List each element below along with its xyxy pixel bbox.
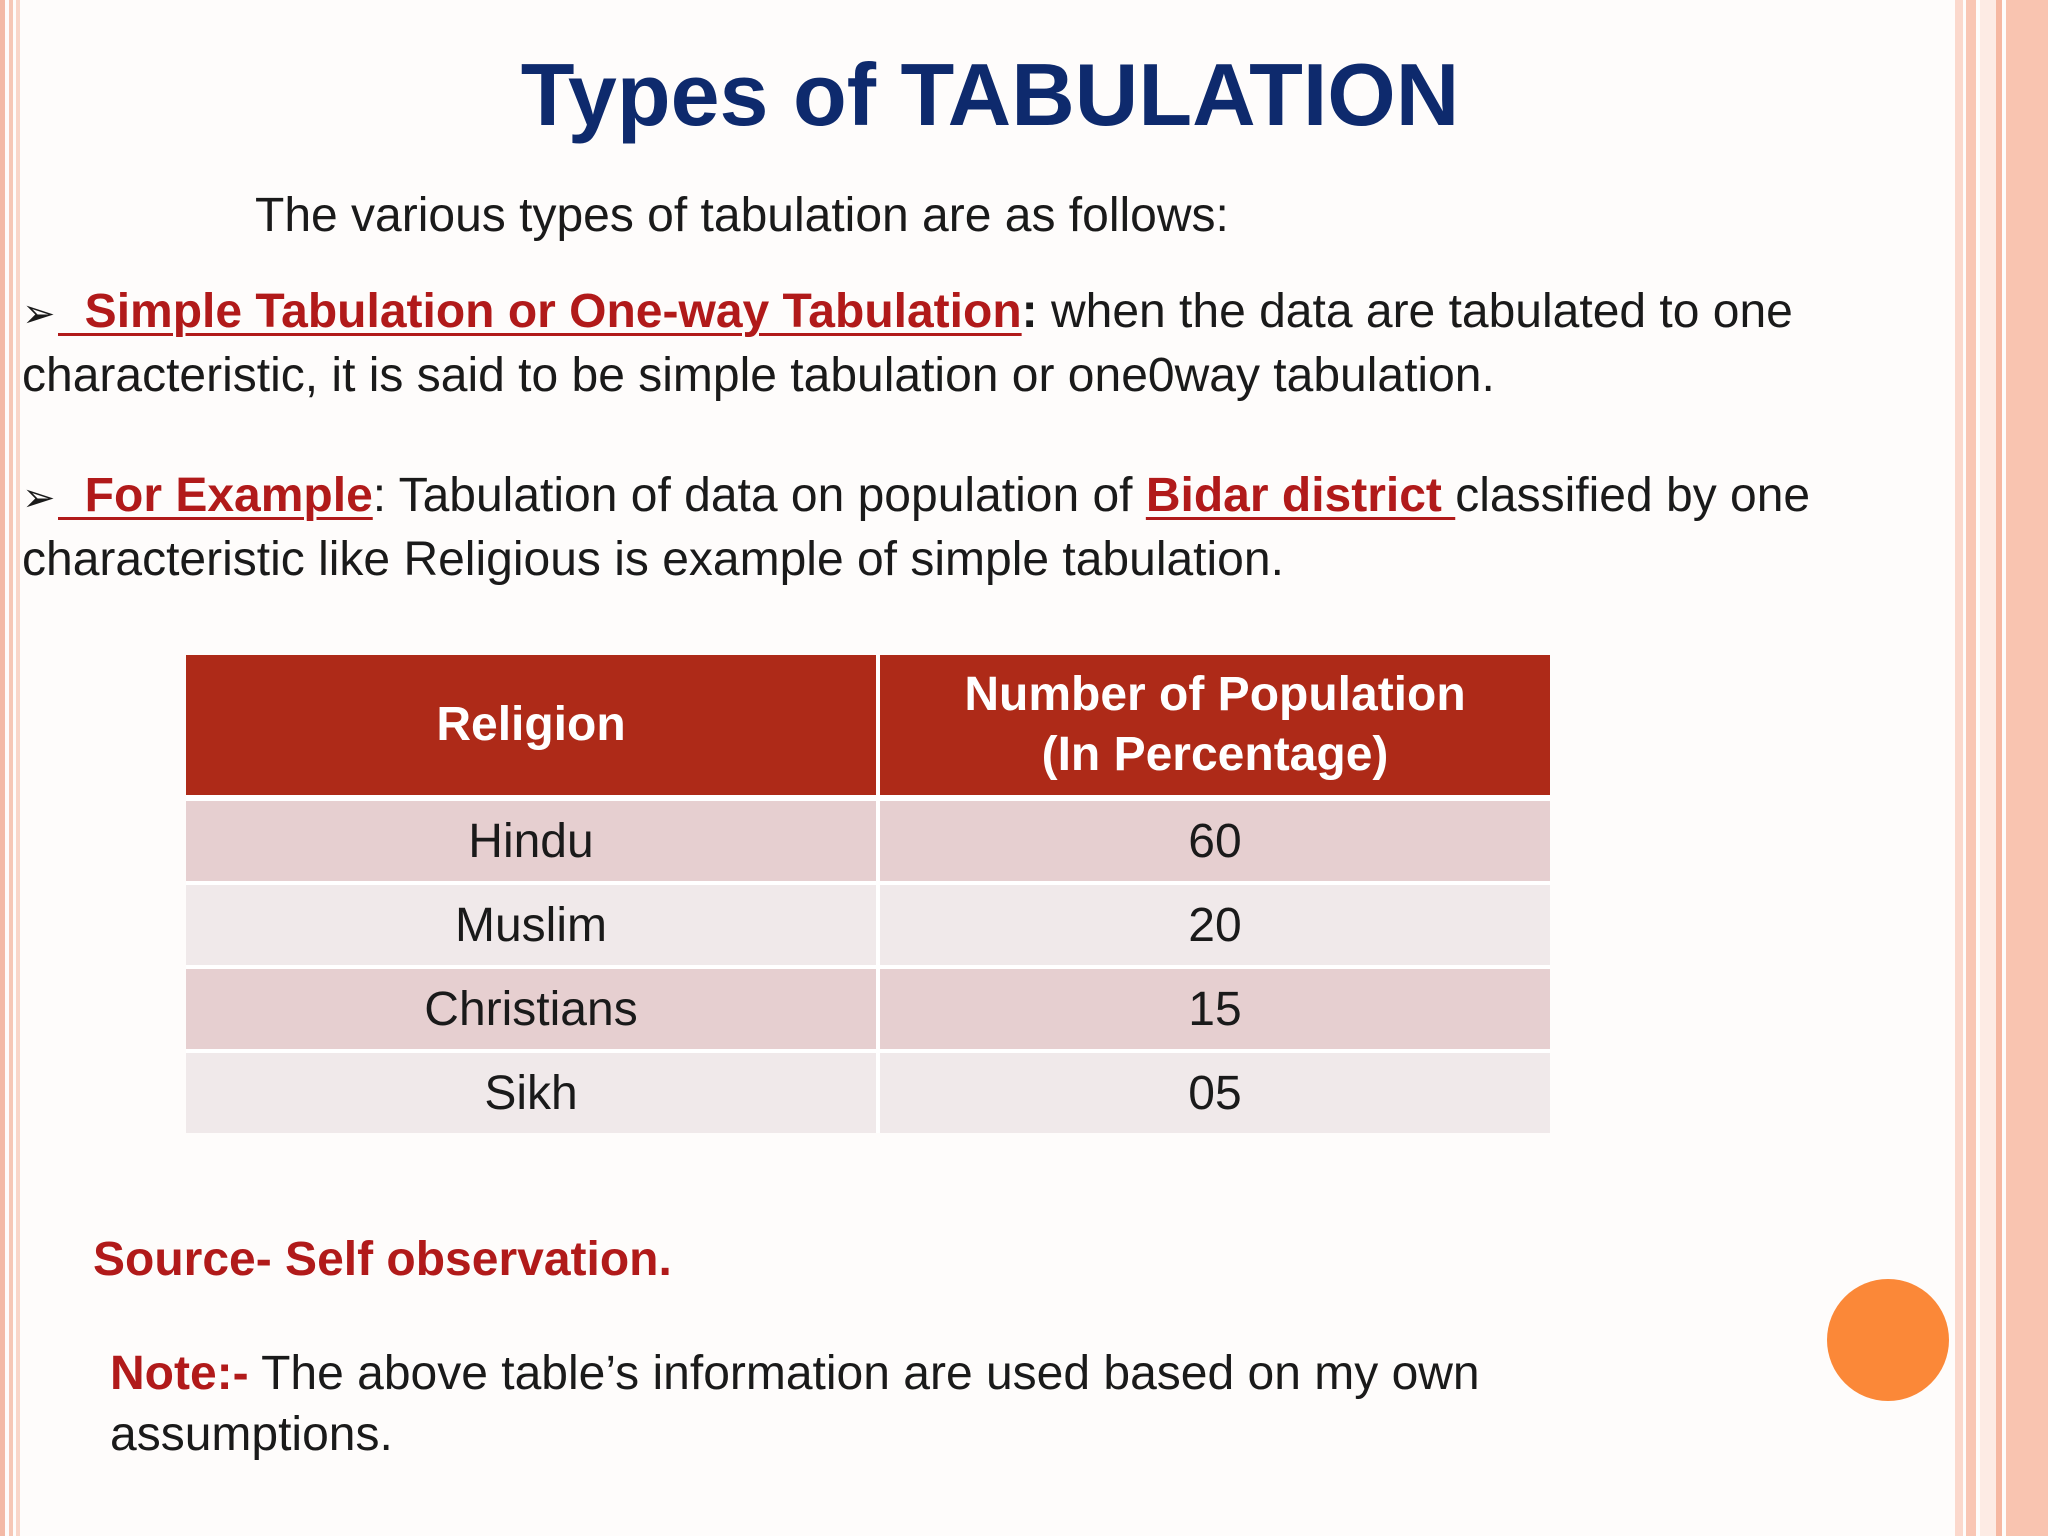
note-paragraph: Note:- The above table’s information are… — [110, 1343, 1610, 1465]
bidar-district-highlight: Bidar district — [1145, 469, 1456, 522]
slide-title: Types of TABULATION — [0, 44, 1990, 146]
percent-cell: 20 — [878, 881, 1550, 967]
percent-cell: 15 — [878, 965, 1550, 1051]
point-simple-tabulation: ➢ Simple Tabulation or One-way Tabulatio… — [22, 281, 1942, 406]
arrow-bullet-icon: ➢ — [22, 476, 56, 520]
border-stripe — [1996, 0, 2002, 1536]
simple-tabulation-definition: when the data are tabulated to one chara… — [22, 285, 1793, 402]
slide-title-text: Types of TABULATION — [520, 45, 1460, 144]
header-population-line2: (In Percentage) — [1041, 728, 1389, 781]
point-example: ➢ For Example: Tabulation of data on pop… — [22, 465, 1942, 590]
border-stripe — [0, 0, 5, 1536]
term-separator: : — [372, 469, 387, 522]
border-stripe — [1980, 0, 1996, 1536]
header-population: Number of Population (In Percentage) — [878, 655, 1550, 800]
source-line: Source- Self observation. — [93, 1233, 672, 1286]
orange-circle-decoration — [1827, 1279, 1949, 1401]
border-stripe — [9, 0, 13, 1536]
border-stripe — [2006, 0, 2048, 1536]
religion-cell: Christians — [186, 965, 880, 1051]
percent-cell: 05 — [878, 1049, 1550, 1133]
border-stripe — [1955, 0, 1963, 1536]
religion-population-table: Religion Number of Population (In Percent… — [186, 655, 1550, 1133]
border-stripe — [16, 0, 20, 1536]
for-example-term: For Example — [58, 469, 373, 522]
table-row: Christians 15 — [186, 965, 1550, 1051]
intro-text: The various types of tabulation are as f… — [255, 189, 1229, 242]
religion-cell: Muslim — [186, 881, 880, 967]
table-row: Hindu 60 — [186, 795, 1550, 883]
percent-cell: 60 — [878, 795, 1550, 883]
simple-tabulation-term: Simple Tabulation or One-way Tabulation — [58, 285, 1022, 338]
example-text-after: classified by one characteristic like Re… — [22, 469, 1811, 586]
term-separator: : — [1021, 285, 1038, 338]
example-text-before: Tabulation of data on population of — [386, 469, 1146, 522]
header-religion: Religion — [186, 655, 880, 800]
religion-cell: Hindu — [186, 795, 880, 883]
note-text: The above table’s information are used b… — [110, 1347, 1480, 1461]
table-row: Muslim 20 — [186, 881, 1550, 967]
header-population-line1: Number of Population — [964, 668, 1466, 721]
religion-cell: Sikh — [186, 1049, 880, 1133]
table-row: Sikh 05 — [186, 1049, 1550, 1133]
table-header-row: Religion Number of Population (In Percent… — [186, 655, 1550, 800]
border-stripe — [1966, 0, 1976, 1536]
note-label: Note:- — [110, 1347, 249, 1400]
arrow-bullet-icon: ➢ — [22, 292, 56, 336]
